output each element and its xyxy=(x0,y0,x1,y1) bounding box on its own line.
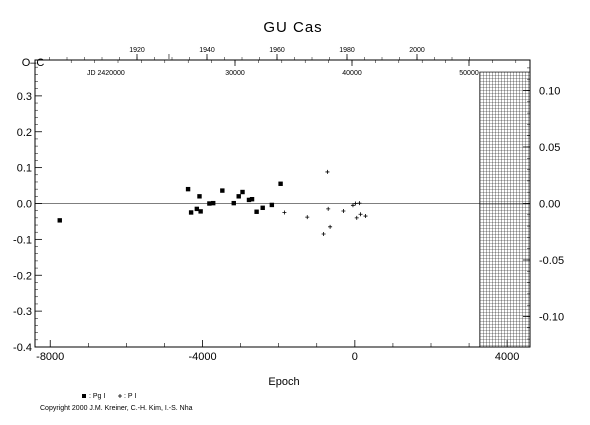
y-tick-label: 0.2 xyxy=(17,127,32,139)
data-point-square xyxy=(269,202,275,208)
data-point-square xyxy=(207,201,212,206)
data-point-plus xyxy=(350,203,355,208)
jd-tick-label: 30000 xyxy=(225,70,245,77)
hatched-region xyxy=(479,71,530,347)
data-point-square xyxy=(198,209,203,214)
data-point-square xyxy=(260,205,265,211)
data-point-plus xyxy=(353,201,358,206)
year-tick-label: 1920 xyxy=(129,47,145,54)
x-tick-label: -8000 xyxy=(36,351,64,363)
data-point-square xyxy=(197,194,202,199)
x-tick-label: 0 xyxy=(352,351,358,363)
legend-square-marker xyxy=(82,394,86,398)
legend-label-pg: : Pg I xyxy=(89,393,105,400)
data-point-square xyxy=(231,200,236,206)
data-point-plus xyxy=(326,206,331,211)
year-tick-label: 1940 xyxy=(199,47,215,54)
data-point-square xyxy=(278,181,283,186)
data-point-square xyxy=(220,188,225,193)
y-tick-label: -0.2 xyxy=(13,270,32,282)
data-point-plus xyxy=(325,169,330,174)
data-point-square xyxy=(194,206,200,212)
right-tick-label: 0.10 xyxy=(539,86,560,98)
data-point-plus xyxy=(321,231,326,236)
jd-label: JD 2420000 xyxy=(87,70,125,77)
data-point-plus xyxy=(358,212,363,217)
y-axis-label: O–C xyxy=(22,57,45,69)
data-point-plus xyxy=(354,215,359,220)
legend-plus-marker xyxy=(118,394,122,398)
data-point-square xyxy=(240,189,245,195)
x-axis-label: Epoch xyxy=(268,376,299,388)
year-tick-label: 2000 xyxy=(409,47,425,54)
year-tick-label: 1960 xyxy=(269,47,285,54)
data-point-square xyxy=(188,210,194,215)
data-point-plus xyxy=(363,214,368,219)
copyright-note: Copyright 2000 J.M. Kreiner, C.-H. Kim, … xyxy=(40,405,193,412)
data-point-square xyxy=(185,186,191,192)
x-tick-label: -4000 xyxy=(188,351,216,363)
jd-tick-label: 50000 xyxy=(459,70,479,77)
y-tick-label: -0.3 xyxy=(13,306,32,318)
data-point-plus xyxy=(282,210,287,215)
jd-tick-label: 40000 xyxy=(342,70,362,77)
y-tick-label: -0.1 xyxy=(13,234,32,246)
data-point-plus xyxy=(305,215,310,220)
y-tick-label: -0.4 xyxy=(13,342,32,354)
data-point-plus xyxy=(341,209,346,214)
chart-title: GU Cas xyxy=(263,19,322,36)
right-tick-label: 0.00 xyxy=(539,199,560,211)
x-tick-label: 4000 xyxy=(495,351,519,363)
data-point-square xyxy=(254,209,259,214)
data-point-square xyxy=(246,197,252,203)
data-point-square xyxy=(249,196,255,202)
data-point-plus xyxy=(357,201,362,206)
y-tick-label: 0.3 xyxy=(17,91,32,103)
data-point-square xyxy=(211,200,216,206)
data-point-plus xyxy=(328,224,333,229)
y-tick-label: 0.0 xyxy=(17,199,32,211)
right-tick-label: -0.10 xyxy=(539,311,564,323)
right-tick-label: 0.05 xyxy=(539,142,560,154)
legend-label-p: : P I xyxy=(124,393,136,400)
data-point-square xyxy=(57,218,62,223)
y-tick-label: 0.1 xyxy=(17,163,32,175)
right-tick-label: -0.05 xyxy=(539,255,564,267)
year-tick-label: 1980 xyxy=(339,47,355,54)
data-point-square xyxy=(236,194,241,199)
top-axis-note: I xyxy=(168,54,170,61)
legend: : Pg I : P I xyxy=(82,393,136,400)
